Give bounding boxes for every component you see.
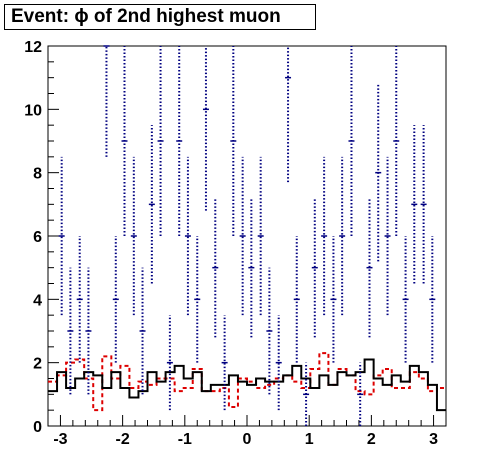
x-tick-label: 1 — [305, 431, 314, 448]
x-tick-label: -3 — [53, 431, 67, 448]
x-tick-label: 3 — [429, 431, 438, 448]
black-histogram — [48, 358, 446, 412]
y-tick-label: 4 — [33, 292, 42, 309]
y-tick-label: 10 — [24, 102, 42, 119]
chart-title: Event: ϕ of 2nd highest muon — [4, 4, 316, 30]
y-tick-label: 8 — [33, 166, 42, 183]
y-tick-label: 0 — [33, 419, 42, 436]
x-tick-label: -1 — [178, 431, 192, 448]
y-tick-label: 6 — [33, 229, 42, 246]
x-tick-label: -2 — [116, 431, 130, 448]
x-tick-label: 0 — [243, 431, 252, 448]
x-tick-label: 2 — [367, 431, 376, 448]
y-tick-label: 2 — [33, 356, 42, 373]
y-tick-label: 12 — [24, 39, 42, 56]
